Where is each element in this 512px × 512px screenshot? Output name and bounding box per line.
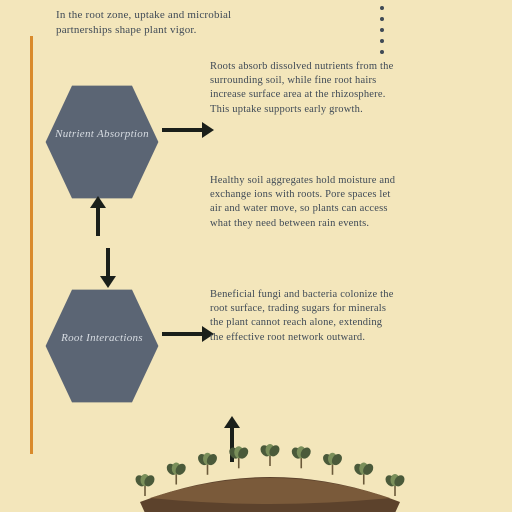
- paragraph-3: Beneficial fungi and bacteria colonize t…: [210, 288, 500, 345]
- text-line: In the root zone, uptake and microbial: [56, 8, 486, 23]
- hexagon-shape: [42, 286, 162, 406]
- soil-illustration: [120, 432, 420, 512]
- soil-svg: [120, 432, 420, 512]
- dot: [380, 39, 384, 43]
- hex-root-interactions: Root Interactions: [42, 286, 162, 390]
- arrow-between-down: [99, 248, 117, 288]
- text-line: air and water move, so plants can access: [210, 202, 500, 216]
- paragraph-1: Roots absorb dissolved nutrients from th…: [210, 60, 500, 117]
- text-line: Roots absorb dissolved nutrients from th…: [210, 60, 500, 74]
- text-line: the plant cannot reach alone, extending: [210, 316, 500, 330]
- hex-label: Root Interactions: [53, 332, 151, 345]
- text-line: Beneficial fungi and bacteria colonize t…: [210, 288, 500, 302]
- text-line: increase surface area at the rhizosphere…: [210, 88, 500, 102]
- arrow-between-up: [89, 196, 107, 236]
- left-rule: [30, 36, 33, 454]
- hex-label: Nutrient Absorption: [47, 128, 157, 141]
- text-line: partnerships shape plant vigor.: [56, 23, 486, 38]
- paragraph-2: Healthy soil aggregates hold moisture an…: [210, 174, 500, 231]
- text-line: the effective root network outward.: [210, 331, 500, 345]
- text-line: exchange ions with roots. Pore spaces le…: [210, 188, 500, 202]
- infographic-root: In the root zone, uptake and microbialpa…: [0, 0, 512, 512]
- intro-text: In the root zone, uptake and microbialpa…: [56, 8, 486, 38]
- text-line: root surface, trading sugars for mineral…: [210, 302, 500, 316]
- text-line: Healthy soil aggregates hold moisture an…: [210, 174, 500, 188]
- text-line: what they need between rain events.: [210, 217, 500, 231]
- hex-nutrient-absorption: Nutrient Absorption: [42, 82, 162, 186]
- text-line: This uptake supports early growth.: [210, 103, 500, 117]
- arrow-bottom-right: [162, 325, 214, 343]
- arrow-top-right: [162, 121, 214, 139]
- hexagon-shape: [42, 82, 162, 202]
- text-line: surrounding soil, while fine root hairs: [210, 74, 500, 88]
- dot: [380, 50, 384, 54]
